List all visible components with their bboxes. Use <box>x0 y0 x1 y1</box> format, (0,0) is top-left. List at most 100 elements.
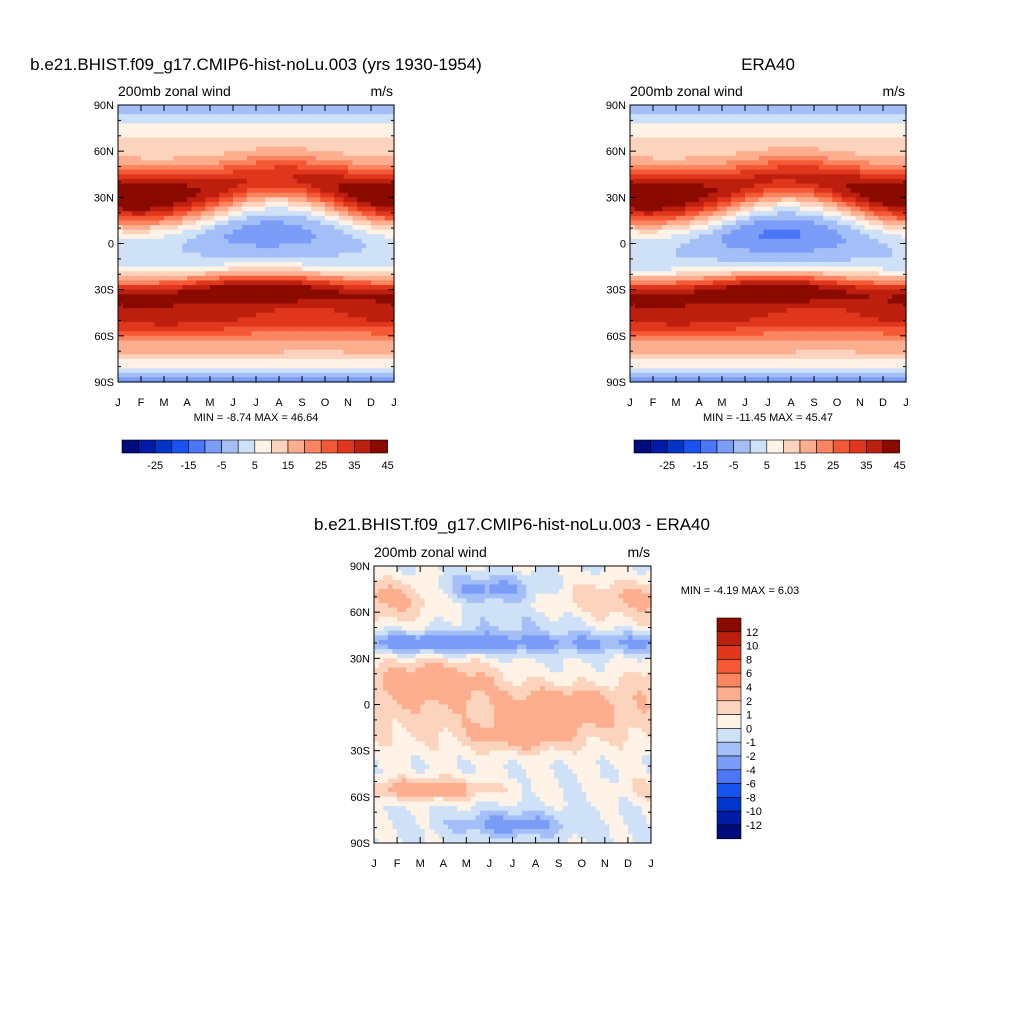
contour-cell <box>178 267 183 272</box>
contour-cell <box>224 216 229 221</box>
contour-cell <box>648 160 653 165</box>
contour-cell <box>658 244 663 249</box>
contour-cell <box>155 151 160 156</box>
contour-cell <box>192 225 197 230</box>
contour-cell <box>385 114 390 119</box>
contour-cell <box>146 160 151 165</box>
contour-cell <box>284 257 289 262</box>
contour-cell <box>270 336 275 341</box>
contour-cell <box>325 373 330 378</box>
contour-cell <box>224 364 229 369</box>
contour-cell <box>658 294 663 299</box>
contour-cell <box>334 123 339 128</box>
contour-cell <box>192 160 197 165</box>
contour-cell <box>722 331 727 336</box>
contour-cell <box>722 110 727 115</box>
contour-cell <box>182 322 187 327</box>
contour-cell <box>251 123 256 128</box>
contour-cell <box>141 294 146 299</box>
contour-cell <box>265 105 270 110</box>
contour-cell <box>136 119 141 124</box>
contour-cell <box>722 322 727 327</box>
contour-cell <box>215 276 220 281</box>
contour-cell <box>228 354 233 359</box>
contour-cell <box>690 119 695 124</box>
contour-cell <box>376 248 381 253</box>
contour-cell <box>169 313 174 318</box>
contour-cell <box>334 280 339 285</box>
contour-cell <box>238 313 243 318</box>
contour-cell <box>233 207 238 212</box>
contour-cell <box>357 280 362 285</box>
contour-cell <box>155 165 160 170</box>
contour-cell <box>247 202 252 207</box>
contour-cell <box>210 188 215 193</box>
contour-cell <box>219 216 224 221</box>
contour-cell <box>228 170 233 175</box>
contour-cell <box>648 317 653 322</box>
contour-cell <box>307 276 312 281</box>
contour-cell <box>293 211 298 216</box>
contour-cell <box>265 202 270 207</box>
contour-cell <box>311 137 316 142</box>
contour-cell <box>708 165 713 170</box>
contour-cell <box>316 207 321 212</box>
contour-cell <box>215 359 220 364</box>
contour-cell <box>658 340 663 345</box>
contour-cell <box>658 142 663 147</box>
contour-cell <box>196 202 201 207</box>
contour-cell <box>630 267 635 272</box>
contour-cell <box>380 271 385 276</box>
contour-cell <box>201 202 206 207</box>
contour-cell <box>284 290 289 295</box>
contour-cell <box>302 308 307 313</box>
contour-cell <box>224 294 229 299</box>
contour-cell <box>215 174 220 179</box>
contour-cell <box>343 207 348 212</box>
contour-cell <box>270 364 275 369</box>
contour-cell <box>169 220 174 225</box>
contour-cell <box>667 248 672 253</box>
contour-cell <box>233 299 238 304</box>
contour-cell <box>192 128 197 133</box>
contour-cell <box>136 142 141 147</box>
contour-cell <box>685 147 690 152</box>
contour-cell <box>288 230 293 235</box>
contour-cell <box>201 327 206 332</box>
contour-cell <box>238 119 243 124</box>
contour-cell <box>238 165 243 170</box>
contour-cell <box>662 105 667 110</box>
contour-cell <box>141 119 146 124</box>
contour-cell <box>671 239 676 244</box>
contour-cell <box>182 364 187 369</box>
contour-cell <box>676 368 681 373</box>
contour-cell <box>297 239 302 244</box>
contour-cell <box>164 340 169 345</box>
contour-cell <box>219 364 224 369</box>
contour-cell <box>348 340 353 345</box>
contour-cell <box>150 165 155 170</box>
contour-cell <box>362 165 367 170</box>
contour-cell <box>699 147 704 152</box>
contour-cell <box>270 216 275 221</box>
contour-cell <box>307 299 312 304</box>
contour-cell <box>155 123 160 128</box>
contour-cell <box>330 267 335 272</box>
contour-cell <box>644 331 649 336</box>
contour-cell <box>279 267 284 272</box>
contour-cell <box>219 225 224 230</box>
contour-cell <box>727 128 732 133</box>
contour-cell <box>265 299 270 304</box>
contour-cell <box>228 313 233 318</box>
contour-cell <box>648 299 653 304</box>
contour-cell <box>644 105 649 110</box>
contour-cell <box>334 128 339 133</box>
contour-cell <box>173 142 178 147</box>
contour-cell <box>274 179 279 184</box>
contour-cell <box>339 304 344 309</box>
contour-cell <box>671 368 676 373</box>
contour-cell <box>288 308 293 313</box>
contour-cell <box>376 317 381 322</box>
contour-cell <box>307 110 312 115</box>
contour-cell <box>671 322 676 327</box>
